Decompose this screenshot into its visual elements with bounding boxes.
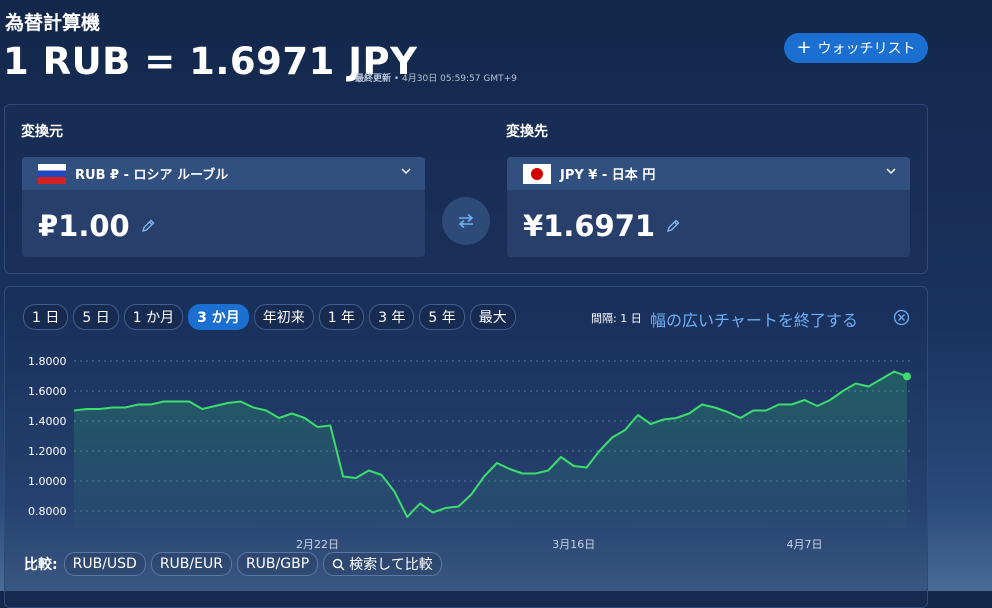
x-tick-label: 3月16日	[552, 538, 595, 551]
range-3m-button[interactable]: 3 か月	[188, 304, 249, 330]
range-3y-button[interactable]: 3 年	[369, 304, 415, 330]
chevron-down-icon	[886, 168, 896, 175]
y-tick-label: 1.8000	[28, 355, 67, 368]
y-tick-label: 1.4000	[28, 415, 67, 428]
swap-arrows-icon	[458, 213, 474, 229]
to-amount-field[interactable]: ¥1.6971	[523, 209, 681, 243]
y-tick-label: 1.6000	[28, 385, 67, 398]
close-circle-icon[interactable]	[893, 309, 910, 326]
search-icon	[332, 558, 345, 571]
y-tick-label: 1.0000	[28, 475, 67, 488]
compare-rub-eur-button[interactable]: RUB/EUR	[150, 552, 232, 576]
last-point[interactable]	[903, 372, 911, 381]
area-fill	[74, 371, 907, 528]
japan-flag-icon	[523, 163, 551, 184]
interval-label: 間隔: 1 日	[591, 312, 642, 325]
range-selector: 1 日 5 日 1 か月 3 か月 年初来 1 年 3 年 5 年 最大	[23, 304, 516, 330]
series-line	[73, 370, 908, 518]
pencil-icon[interactable]	[140, 218, 156, 234]
compare-rub-usd-button[interactable]: RUB/USD	[63, 552, 146, 576]
search-compare-button[interactable]: 検索して比較	[323, 552, 442, 576]
range-ytd-button[interactable]: 年初来	[253, 304, 314, 330]
x-tick-label: 2月22日	[296, 538, 339, 551]
swap-currencies-button[interactable]	[442, 197, 490, 245]
from-amount-field[interactable]: ₽1.00	[38, 209, 156, 243]
search-compare-label: 検索して比較	[349, 557, 433, 573]
from-currency-select[interactable]: RUB ₽ - ロシア ルーブル	[22, 157, 425, 190]
range-1m-button[interactable]: 1 か月	[123, 304, 184, 330]
from-box: RUB ₽ - ロシア ルーブル ₽1.00	[22, 157, 425, 257]
watchlist-label: ウォッチリスト	[817, 41, 916, 57]
from-label: 変換元	[21, 124, 63, 140]
compare-label: 比較:	[24, 557, 58, 573]
russia-flag-icon	[38, 163, 66, 184]
range-5d-button[interactable]: 5 日	[73, 304, 119, 330]
compare-rub-gbp-button[interactable]: RUB/GBP	[236, 552, 319, 576]
page-title: 為替計算機	[5, 12, 101, 34]
range-max-button[interactable]: 最大	[469, 304, 516, 330]
compare-bar: 比較: RUB/USD RUB/EUR RUB/GBP 検索して比較	[24, 552, 442, 576]
range-1y-button[interactable]: 1 年	[318, 304, 365, 330]
range-1d-button[interactable]: 1 日	[23, 304, 69, 330]
rate-chart: 0.8000 1.0000 1.2000 1.4000 1.6000 1.8000 2月22…	[28, 355, 911, 551]
updated-time: • 4月30日 05:59:57 GMT+9	[393, 74, 517, 84]
from-currency-label: RUB ₽ - ロシア ルーブル	[75, 168, 229, 183]
exit-wide-chart-link[interactable]: 幅の広いチャートを終了する	[650, 311, 858, 330]
updated-label: 最終更新	[355, 74, 392, 84]
chevron-down-icon	[401, 168, 411, 175]
to-currency-label: JPY ¥ - 日本 円	[560, 168, 656, 183]
y-tick-label: 1.2000	[28, 445, 67, 458]
from-amount: ₽1.00	[38, 209, 130, 243]
pencil-icon[interactable]	[665, 218, 681, 234]
y-tick-label: 0.8000	[28, 505, 67, 518]
to-label: 変換先	[506, 124, 548, 140]
range-5y-button[interactable]: 5 年	[419, 304, 465, 330]
last-updated: 最終更新 • 4月30日 05:59:57 GMT+9	[355, 71, 517, 84]
exchange-rate: 1 RUB = 1.6971 JPY	[3, 40, 418, 83]
to-amount: ¥1.6971	[523, 209, 656, 243]
to-box: JPY ¥ - 日本 円 ¥1.6971	[507, 157, 910, 257]
add-watchlist-button[interactable]: + ウォッチリスト	[784, 33, 928, 63]
to-currency-select[interactable]: JPY ¥ - 日本 円	[507, 157, 910, 190]
x-tick-label: 4月7日	[786, 538, 822, 551]
plus-icon: +	[796, 37, 812, 58]
